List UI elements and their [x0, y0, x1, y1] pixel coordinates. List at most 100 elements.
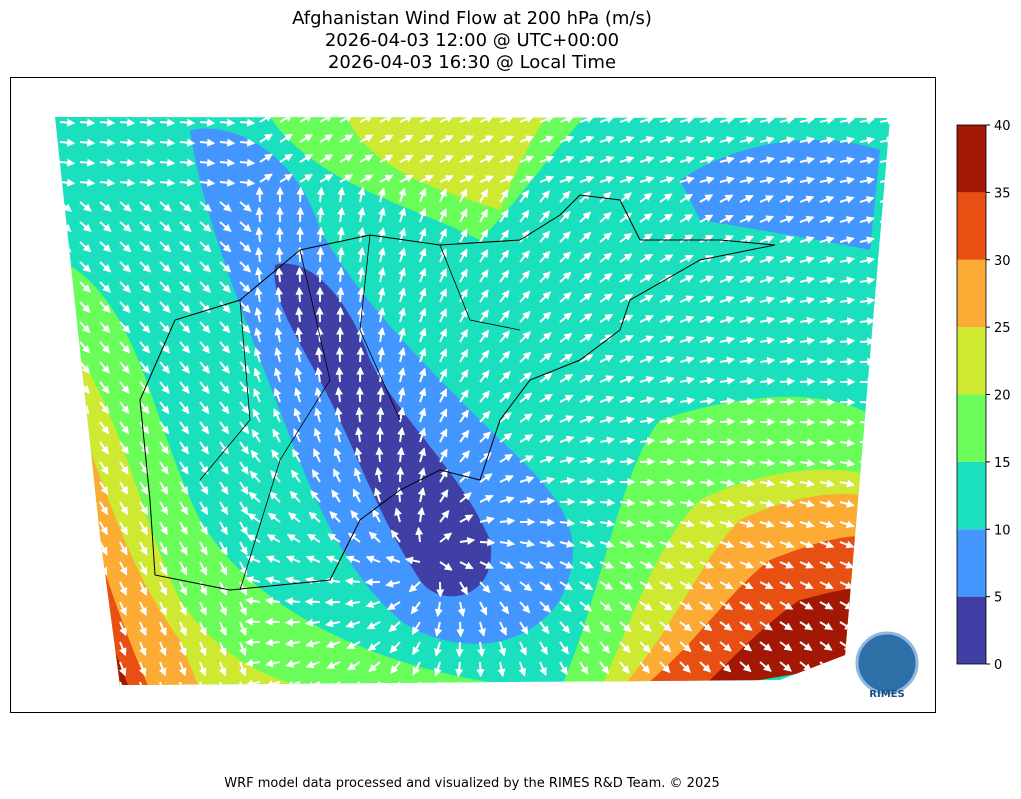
wind-arrow: [456, 621, 465, 638]
wind-arrow: [119, 501, 129, 516]
wind-arrow: [179, 641, 187, 657]
wind-arrow: [639, 457, 656, 466]
wind-arrow: [433, 661, 442, 677]
wind-arrow: [219, 118, 236, 127]
wind-arrow: [139, 341, 151, 354]
wind-arrow: [679, 214, 694, 223]
wind-arrow: [779, 255, 795, 264]
wind-arrow: [245, 555, 261, 563]
wind-arrow: [819, 561, 835, 569]
wind-arrow: [539, 311, 552, 323]
wind-arrow: [699, 417, 716, 426]
wind-arrow: [479, 516, 495, 525]
wind-arrow: [399, 117, 414, 123]
wind-arrow: [619, 661, 630, 674]
wind-arrow: [719, 581, 734, 590]
wind-arrow: [159, 261, 172, 273]
wind-arrow: [159, 281, 171, 293]
wind-arrow: [579, 540, 595, 548]
wind-arrow: [336, 226, 345, 243]
wind-arrow: [419, 154, 434, 163]
wind-arrow: [299, 153, 314, 163]
wind-arrow: [390, 529, 401, 543]
wind-arrow: [159, 361, 170, 374]
wind-arrow: [272, 428, 281, 443]
wind-arrow: [819, 581, 834, 590]
wind-arrow: [199, 541, 208, 556]
wind-arrow: [319, 134, 334, 143]
wind-arrow: [879, 136, 890, 145]
wind-arrow: [639, 540, 655, 549]
wind-arrow: [314, 407, 322, 423]
wind-arrow: [259, 117, 273, 123]
wind-arrow: [219, 178, 236, 187]
wind-arrow: [219, 461, 229, 475]
wind-arrow: [399, 134, 414, 143]
wind-arrow: [599, 375, 615, 383]
wind-arrow: [439, 208, 447, 223]
wind-arrow: [254, 327, 262, 343]
wind-arrow: [219, 241, 232, 253]
wind-arrow: [239, 521, 248, 536]
wind-arrow: [739, 336, 755, 345]
province-border: [199, 234, 521, 591]
wind-arrow: [365, 555, 381, 564]
wind-arrow: [179, 178, 196, 187]
wind-arrow: [273, 387, 282, 403]
wind-arrow: [779, 520, 795, 528]
wind-arrow: [335, 366, 344, 383]
wind-arrow: [275, 246, 284, 263]
wind-arrow: [418, 187, 427, 203]
wind-arrow: [377, 346, 386, 363]
wind-arrow: [519, 310, 531, 323]
wind-arrow: [418, 447, 426, 463]
wind-arrow: [246, 534, 261, 543]
wind-arrow: [139, 561, 148, 576]
wind-arrow: [679, 254, 694, 263]
logo: RIMES: [855, 631, 919, 700]
wind-arrow: [404, 556, 421, 565]
wind-arrow: [559, 518, 576, 527]
wind-arrow: [859, 176, 876, 185]
wind-arrow: [179, 421, 190, 435]
wind-arrow: [336, 246, 345, 263]
wind-arrow: [439, 532, 453, 543]
wind-arrow: [759, 235, 775, 244]
wind-arrow: [739, 296, 755, 304]
wind-arrow: [579, 519, 596, 528]
wind-arrow: [439, 348, 447, 363]
wind-arrow: [659, 315, 675, 323]
wind-arrow: [679, 621, 693, 632]
wind-arrow: [377, 326, 386, 343]
wind-arrow: [275, 266, 284, 283]
wind-arrow: [332, 468, 341, 483]
wind-arrow: [265, 576, 281, 585]
wind-arrow: [699, 621, 713, 632]
wind-arrow: [859, 117, 875, 125]
wind-arrow: [279, 173, 293, 183]
wind-arrow: [799, 418, 816, 427]
wind-arrow: [199, 601, 207, 616]
wind-arrow: [459, 581, 469, 596]
wind-arrow: [497, 661, 506, 678]
wind-arrow: [119, 461, 129, 475]
wind-arrow: [399, 174, 414, 183]
wind-arrow: [292, 448, 301, 463]
wind-arrow: [659, 581, 674, 590]
wind-arrow: [376, 386, 385, 403]
wind-arrow: [839, 195, 855, 204]
wind-arrow: [579, 477, 596, 486]
wind-arrow: [308, 511, 321, 523]
wind-arrow: [477, 641, 486, 658]
wind-arrow: [159, 601, 167, 616]
wind-arrow: [417, 487, 426, 503]
wind-arrow: [799, 136, 815, 145]
wind-arrow: [799, 296, 815, 305]
wind-arrow: [499, 475, 514, 483]
wind-arrow: [264, 597, 281, 606]
wind-arrow: [679, 540, 695, 549]
wind-arrow: [519, 539, 536, 548]
wind-arrow: [519, 475, 535, 484]
wind-arrow: [219, 501, 229, 516]
wind-arrow: [179, 341, 191, 354]
